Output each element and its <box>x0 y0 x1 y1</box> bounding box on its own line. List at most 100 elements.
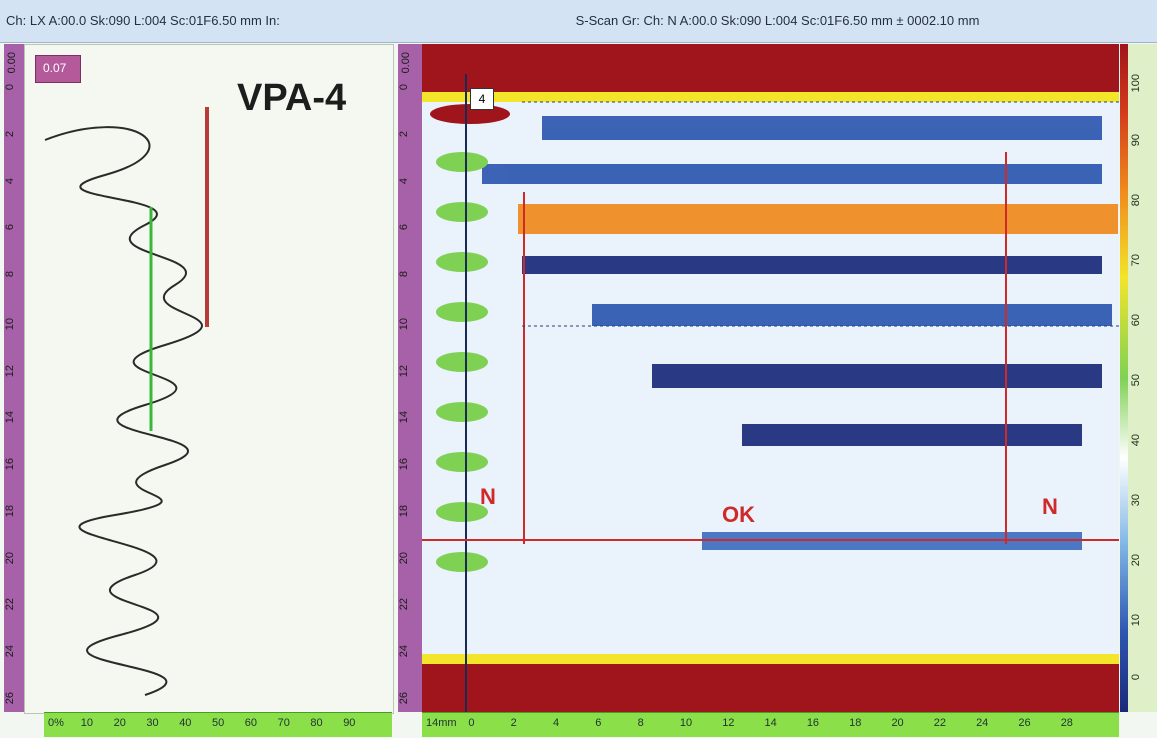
left-ruler-tick: 16 <box>4 458 16 471</box>
left-ruler-tick: 22 <box>4 598 16 611</box>
right-ruler-tick: 8 <box>398 271 410 278</box>
s-scan-panel[interactable]: 4 N OK N <box>422 44 1119 712</box>
left-ruler-tick: 0 <box>4 84 16 91</box>
right-ruler-tick: 24 <box>398 645 410 658</box>
value-box-text: 0.07 <box>43 61 67 75</box>
color-scale-tick: 50 <box>1130 374 1142 387</box>
left-depth-ruler[interactable]: 0.00 0 2 4 6 8 10 12 14 16 18 20 22 24 26 <box>4 44 24 712</box>
left-x-tick: 10 <box>80 717 94 729</box>
band-2 <box>482 164 1102 184</box>
left-ruler-tick: 10 <box>4 317 16 331</box>
color-palette-bar <box>1120 44 1128 712</box>
right-x-tick: 10 <box>679 717 693 729</box>
left-ruler-unit: 0.00 <box>6 52 18 74</box>
reflector-dot <box>436 352 488 372</box>
right-x-tick: 22 <box>933 717 946 729</box>
cursor-marker[interactable]: 4 <box>470 88 494 110</box>
left-header: Ch: LX A:00.0 Sk:090 L:004 Sc:01F6.50 mm… <box>0 0 392 43</box>
right-x-tick: 26 <box>1018 717 1031 729</box>
left-ruler-tick: 6 <box>4 224 16 231</box>
band-3 <box>518 204 1118 234</box>
right-x-tick: 4 <box>552 717 560 729</box>
right-ruler-tick: 22 <box>398 598 410 611</box>
value-box: 0.07 <box>35 55 81 83</box>
left-x-tick: 50 <box>212 717 225 729</box>
right-ruler-unit: 0.00 <box>400 52 412 74</box>
color-scale-tick: 80 <box>1130 194 1142 207</box>
left-x-tick: 0% <box>48 717 64 729</box>
left-x-tick: 90 <box>343 717 356 729</box>
right-x-tick: 6 <box>595 717 602 729</box>
reflector-dot <box>436 452 488 472</box>
right-x-tick: 18 <box>849 717 862 729</box>
reflector-dot <box>436 302 488 322</box>
right-x-tick: 16 <box>806 717 820 729</box>
right-ruler-tick: 26 <box>398 692 410 705</box>
right-depth-ruler[interactable]: 0.00 0 2 4 6 8 10 12 14 16 18 20 22 24 26 <box>398 44 422 712</box>
band-6 <box>652 364 1102 388</box>
right-n-label: N <box>1042 494 1058 519</box>
a-scan-panel[interactable]: 0.07 VPA-4 <box>24 44 394 714</box>
left-ruler-tick: 26 <box>4 692 16 705</box>
left-ruler-tick: 12 <box>4 364 16 377</box>
right-ruler-tick: 12 <box>398 364 410 377</box>
s-scan-heatmap <box>422 44 1119 712</box>
right-x-tick: 24 <box>976 717 989 729</box>
right-x-axis[interactable]: 14mm 0 2 4 6 8 10 12 14 16 18 20 22 24 26 28 <box>422 712 1119 737</box>
left-ruler-tick: 8 <box>4 271 16 278</box>
reflector-dot <box>436 402 488 422</box>
bottom-backwall-band-yellow <box>422 654 1119 664</box>
color-scale-tick: 60 <box>1130 314 1142 327</box>
color-scale-tick: 30 <box>1130 494 1142 507</box>
right-ruler-tick: 20 <box>398 551 410 564</box>
right-ruler-tick: 14 <box>398 411 410 424</box>
color-scale-tick: 0 <box>1130 674 1142 681</box>
left-ruler-tick: 4 <box>4 177 16 184</box>
right-x-tick: 28 <box>1060 717 1073 729</box>
right-header-text: S-Scan Gr: Ch: N A:00.0 Sk:090 L:004 Sc:… <box>575 13 980 28</box>
color-scale: 100 90 80 70 60 50 40 30 20 10 0 <box>1128 44 1157 712</box>
color-scale-tick: 40 <box>1130 434 1142 447</box>
left-ruler-tick: 24 <box>4 645 16 658</box>
left-x-tick: 30 <box>146 717 159 729</box>
right-ruler-tick: 0 <box>398 84 410 91</box>
right-x-tick: 2 <box>510 717 517 729</box>
reflector-dot <box>436 502 488 522</box>
band-5 <box>592 304 1112 326</box>
reflector-dot <box>436 202 488 222</box>
ok-label: OK <box>722 502 755 527</box>
color-scale-tick: 20 <box>1130 554 1142 567</box>
vpa-title: VPA-4 <box>237 77 347 119</box>
right-x-tick: 0 <box>468 717 475 729</box>
top-backwall-band <box>422 44 1119 92</box>
color-scale-tick: 90 <box>1130 134 1142 147</box>
band-4 <box>522 256 1102 274</box>
left-x-tick: 20 <box>113 717 126 729</box>
right-ruler-tick: 4 <box>398 177 410 184</box>
right-x-tick: 12 <box>722 717 735 729</box>
reflector-dot <box>436 252 488 272</box>
left-ruler-tick: 14 <box>4 411 16 424</box>
reflector-dot <box>436 552 488 572</box>
reflector-bands <box>482 116 1118 550</box>
left-x-tick: 80 <box>310 717 323 729</box>
cursor-marker-label: 4 <box>478 92 486 106</box>
band-7 <box>742 424 1082 446</box>
color-scale-tick: 10 <box>1130 614 1142 627</box>
left-x-axis[interactable]: 0% 10 20 30 40 50 60 70 80 90 <box>44 712 392 737</box>
left-ruler-tick: 20 <box>4 551 16 564</box>
right-ruler-tick: 16 <box>398 458 410 471</box>
left-n-label: N <box>480 484 496 509</box>
right-x-tick: 20 <box>891 717 904 729</box>
right-ruler-tick: 10 <box>398 317 410 331</box>
band-1 <box>542 116 1102 140</box>
a-scan-trace <box>44 107 209 696</box>
left-ruler-tick: 2 <box>4 130 16 137</box>
color-scale-tick: 70 <box>1130 254 1142 267</box>
right-x-tick: 14 <box>764 717 777 729</box>
left-x-tick: 40 <box>179 717 192 729</box>
right-ruler-tick: 18 <box>398 504 410 518</box>
left-ruler-tick: 18 <box>4 504 16 518</box>
top-backwall-band-yellow <box>422 92 1119 102</box>
right-x-tick: 14mm <box>426 717 457 729</box>
